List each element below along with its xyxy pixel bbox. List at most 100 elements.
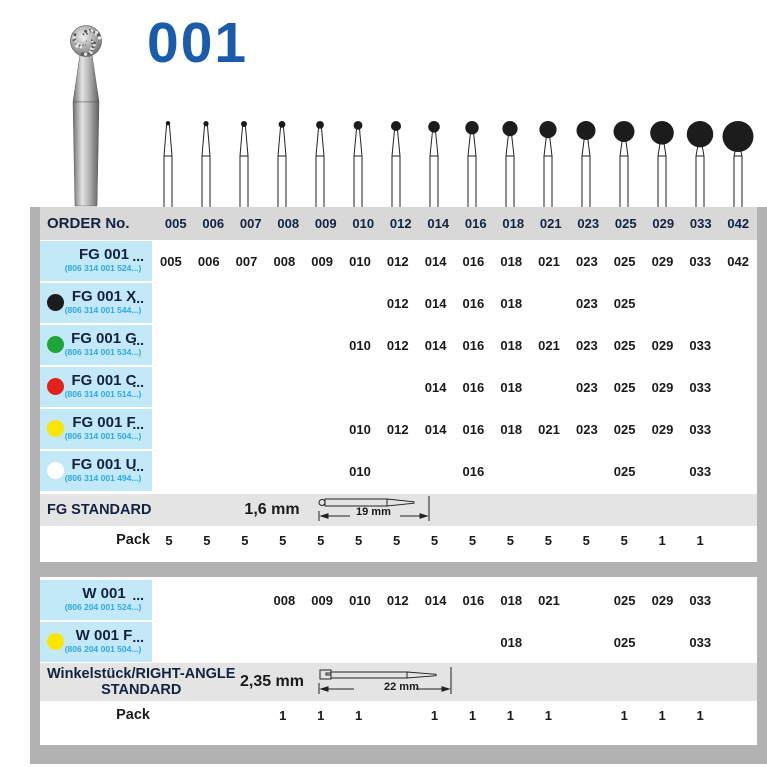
row-label-fg-001-f: FG 001 F... (806 314 001 504...) bbox=[40, 409, 152, 449]
bur-illustration-023 bbox=[567, 116, 605, 207]
ellipsis: ... bbox=[132, 629, 144, 645]
column-header-042: 042 bbox=[727, 216, 750, 231]
size-cell-w-001-014: 014 bbox=[424, 592, 447, 608]
row-label-w-001-f: W 001 F... (806 204 001 504...) bbox=[40, 622, 152, 662]
size-cell-fg-001-f-025: 025 bbox=[613, 421, 636, 437]
size-cell-fg-001-f-033: 033 bbox=[689, 421, 712, 437]
size-cell-fg-001-g-023: 023 bbox=[575, 337, 598, 353]
ellipsis: ... bbox=[132, 332, 144, 348]
grit-dot-fg-001-g bbox=[47, 336, 64, 353]
fg-pack-021: 5 bbox=[544, 532, 552, 548]
grit-dot-fg-001-f bbox=[47, 420, 64, 437]
w-pack-row: Pack 1 1 1 1 1 1 1 1 1 1 bbox=[40, 701, 757, 729]
bur-size-illustrations bbox=[40, 116, 757, 207]
order-code: (806 314 001 494...) bbox=[64, 473, 142, 483]
w-pack-016: 1 bbox=[468, 707, 477, 723]
fg-standard-label: FG STANDARD bbox=[47, 502, 152, 518]
column-header-029: 029 bbox=[652, 216, 675, 231]
fg-pack-005: 5 bbox=[165, 532, 173, 548]
w-pack-label: Pack bbox=[116, 707, 150, 723]
ra-shank-length: 22 mm bbox=[384, 681, 419, 693]
column-header-006: 006 bbox=[202, 216, 225, 231]
size-cell-fg-001-012: 012 bbox=[386, 253, 409, 269]
column-headers: 005 006 007 008 009 010 012 014 016 018 021 023 025 0… bbox=[157, 216, 757, 231]
column-header-014: 014 bbox=[427, 216, 450, 231]
size-cell-w-001-010: 010 bbox=[349, 592, 371, 608]
fg-product-rows: FG 001... (806 314 001 524...) 005 006 007 00… bbox=[40, 240, 757, 492]
bur-illustration-010 bbox=[339, 116, 377, 207]
size-cell-fg-001-g-018: 018 bbox=[500, 337, 523, 353]
bur-row-spacer bbox=[40, 116, 149, 207]
size-cell-fg-001-f-010: 010 bbox=[349, 421, 371, 437]
size-cell-fg-001-x-016: 016 bbox=[462, 295, 485, 311]
bur-illustration-014 bbox=[415, 116, 453, 207]
row-label-fg-001-x: FG 001 X... (806 314 001 544...) bbox=[40, 283, 152, 323]
order-code: (806 314 001 534...) bbox=[64, 347, 142, 357]
size-cell-fg-001-016: 016 bbox=[462, 253, 485, 269]
row-label-fg-001-g: FG 001 G... (806 314 001 534...) bbox=[40, 325, 152, 365]
column-header-007: 007 bbox=[239, 216, 262, 231]
right-angle-standard-band: Winkelstück/RIGHT-ANGLE STANDARD 2,35 mm… bbox=[40, 663, 757, 701]
size-cell-fg-001-029: 029 bbox=[651, 253, 674, 269]
size-cell-fg-001-033: 033 bbox=[689, 253, 712, 269]
bur-illustration-029 bbox=[643, 116, 681, 207]
w-pack-018: 1 bbox=[506, 707, 515, 723]
bur-illustration-042 bbox=[719, 116, 757, 207]
fg-shank-length: 19 mm bbox=[356, 506, 391, 518]
left-frame-bar bbox=[30, 207, 40, 764]
column-header-025: 025 bbox=[614, 216, 637, 231]
right-frame-bar bbox=[757, 207, 767, 764]
ra-shank-diameter: 2,35 mm bbox=[239, 673, 305, 690]
size-cell-fg-001-c-033: 033 bbox=[689, 379, 712, 395]
column-header-008: 008 bbox=[277, 216, 300, 231]
size-cell-w-001-f-018: 018 bbox=[500, 634, 523, 650]
size-cell-fg-001-g-014: 014 bbox=[424, 337, 447, 353]
size-cell-w-001-009: 009 bbox=[311, 592, 333, 608]
size-cell-w-001-008: 008 bbox=[273, 592, 296, 608]
column-header-009: 009 bbox=[314, 216, 337, 231]
fg-pack-033: 1 bbox=[696, 532, 704, 548]
fg-pack-007: 5 bbox=[241, 532, 249, 548]
fg-pack-008: 5 bbox=[279, 532, 287, 548]
column-header-023: 023 bbox=[577, 216, 600, 231]
fg-pack-025: 5 bbox=[620, 532, 628, 548]
size-cell-fg-001-x-012: 012 bbox=[386, 295, 409, 311]
product-name: FG 001 X bbox=[71, 288, 137, 305]
size-cell-fg-001-g-033: 033 bbox=[689, 337, 712, 353]
bur-illustration-009 bbox=[301, 116, 339, 207]
size-cell-w-001-f-033: 033 bbox=[689, 634, 712, 650]
product-row-fg-001: FG 001... (806 314 001 524...) 005 006 007 00… bbox=[40, 240, 757, 282]
size-cell-fg-001-014: 014 bbox=[424, 253, 447, 269]
column-header-016: 016 bbox=[464, 216, 487, 231]
fg-standard-band: FG STANDARD 1,6 mm 19 mm bbox=[40, 494, 757, 526]
bur-illustration-006 bbox=[187, 116, 225, 207]
order-number-header-row: ORDER No. 005 006 007 008 009 010 012 014 016 018… bbox=[40, 207, 757, 240]
grit-dot-fg-001-x bbox=[47, 294, 64, 311]
size-cell-fg-001-g-025: 025 bbox=[613, 337, 636, 353]
column-header-018: 018 bbox=[502, 216, 525, 231]
size-cell-fg-001-006: 006 bbox=[197, 253, 220, 269]
size-cell-fg-001-c-014: 014 bbox=[424, 379, 447, 395]
w-pack-008: 1 bbox=[279, 707, 287, 723]
w-pack-006 bbox=[188, 708, 226, 723]
w-pack-005 bbox=[150, 708, 188, 723]
w-pack-014: 1 bbox=[430, 707, 439, 723]
w-pack-009: 1 bbox=[317, 707, 325, 723]
bur-illustration-005 bbox=[149, 116, 187, 207]
size-cell-fg-001-f-016: 016 bbox=[462, 421, 485, 437]
size-cell-w-001-021: 021 bbox=[538, 592, 560, 608]
size-cell-fg-001-c-025: 025 bbox=[613, 379, 636, 395]
fg-pack-029: 1 bbox=[658, 532, 666, 548]
fg-pack-010: 5 bbox=[355, 532, 363, 548]
size-cell-fg-001-f-029: 029 bbox=[651, 421, 674, 437]
bur-illustration-021 bbox=[529, 116, 567, 207]
bottom-frame-band bbox=[30, 745, 767, 764]
product-row-w-001-f: W 001 F... (806 204 001 504...) 018 025 033 bbox=[40, 621, 757, 663]
size-cell-w-001-f-025: 025 bbox=[613, 634, 636, 650]
size-cell-fg-001-u-033: 033 bbox=[689, 463, 712, 479]
w-pack-033: 1 bbox=[696, 707, 704, 723]
w-pack-values: 1 1 1 1 1 1 1 1 1 1 bbox=[150, 708, 757, 723]
w-pack-012 bbox=[378, 708, 416, 723]
size-cell-fg-001-c-023: 023 bbox=[575, 379, 598, 395]
ellipsis: ... bbox=[132, 374, 144, 390]
